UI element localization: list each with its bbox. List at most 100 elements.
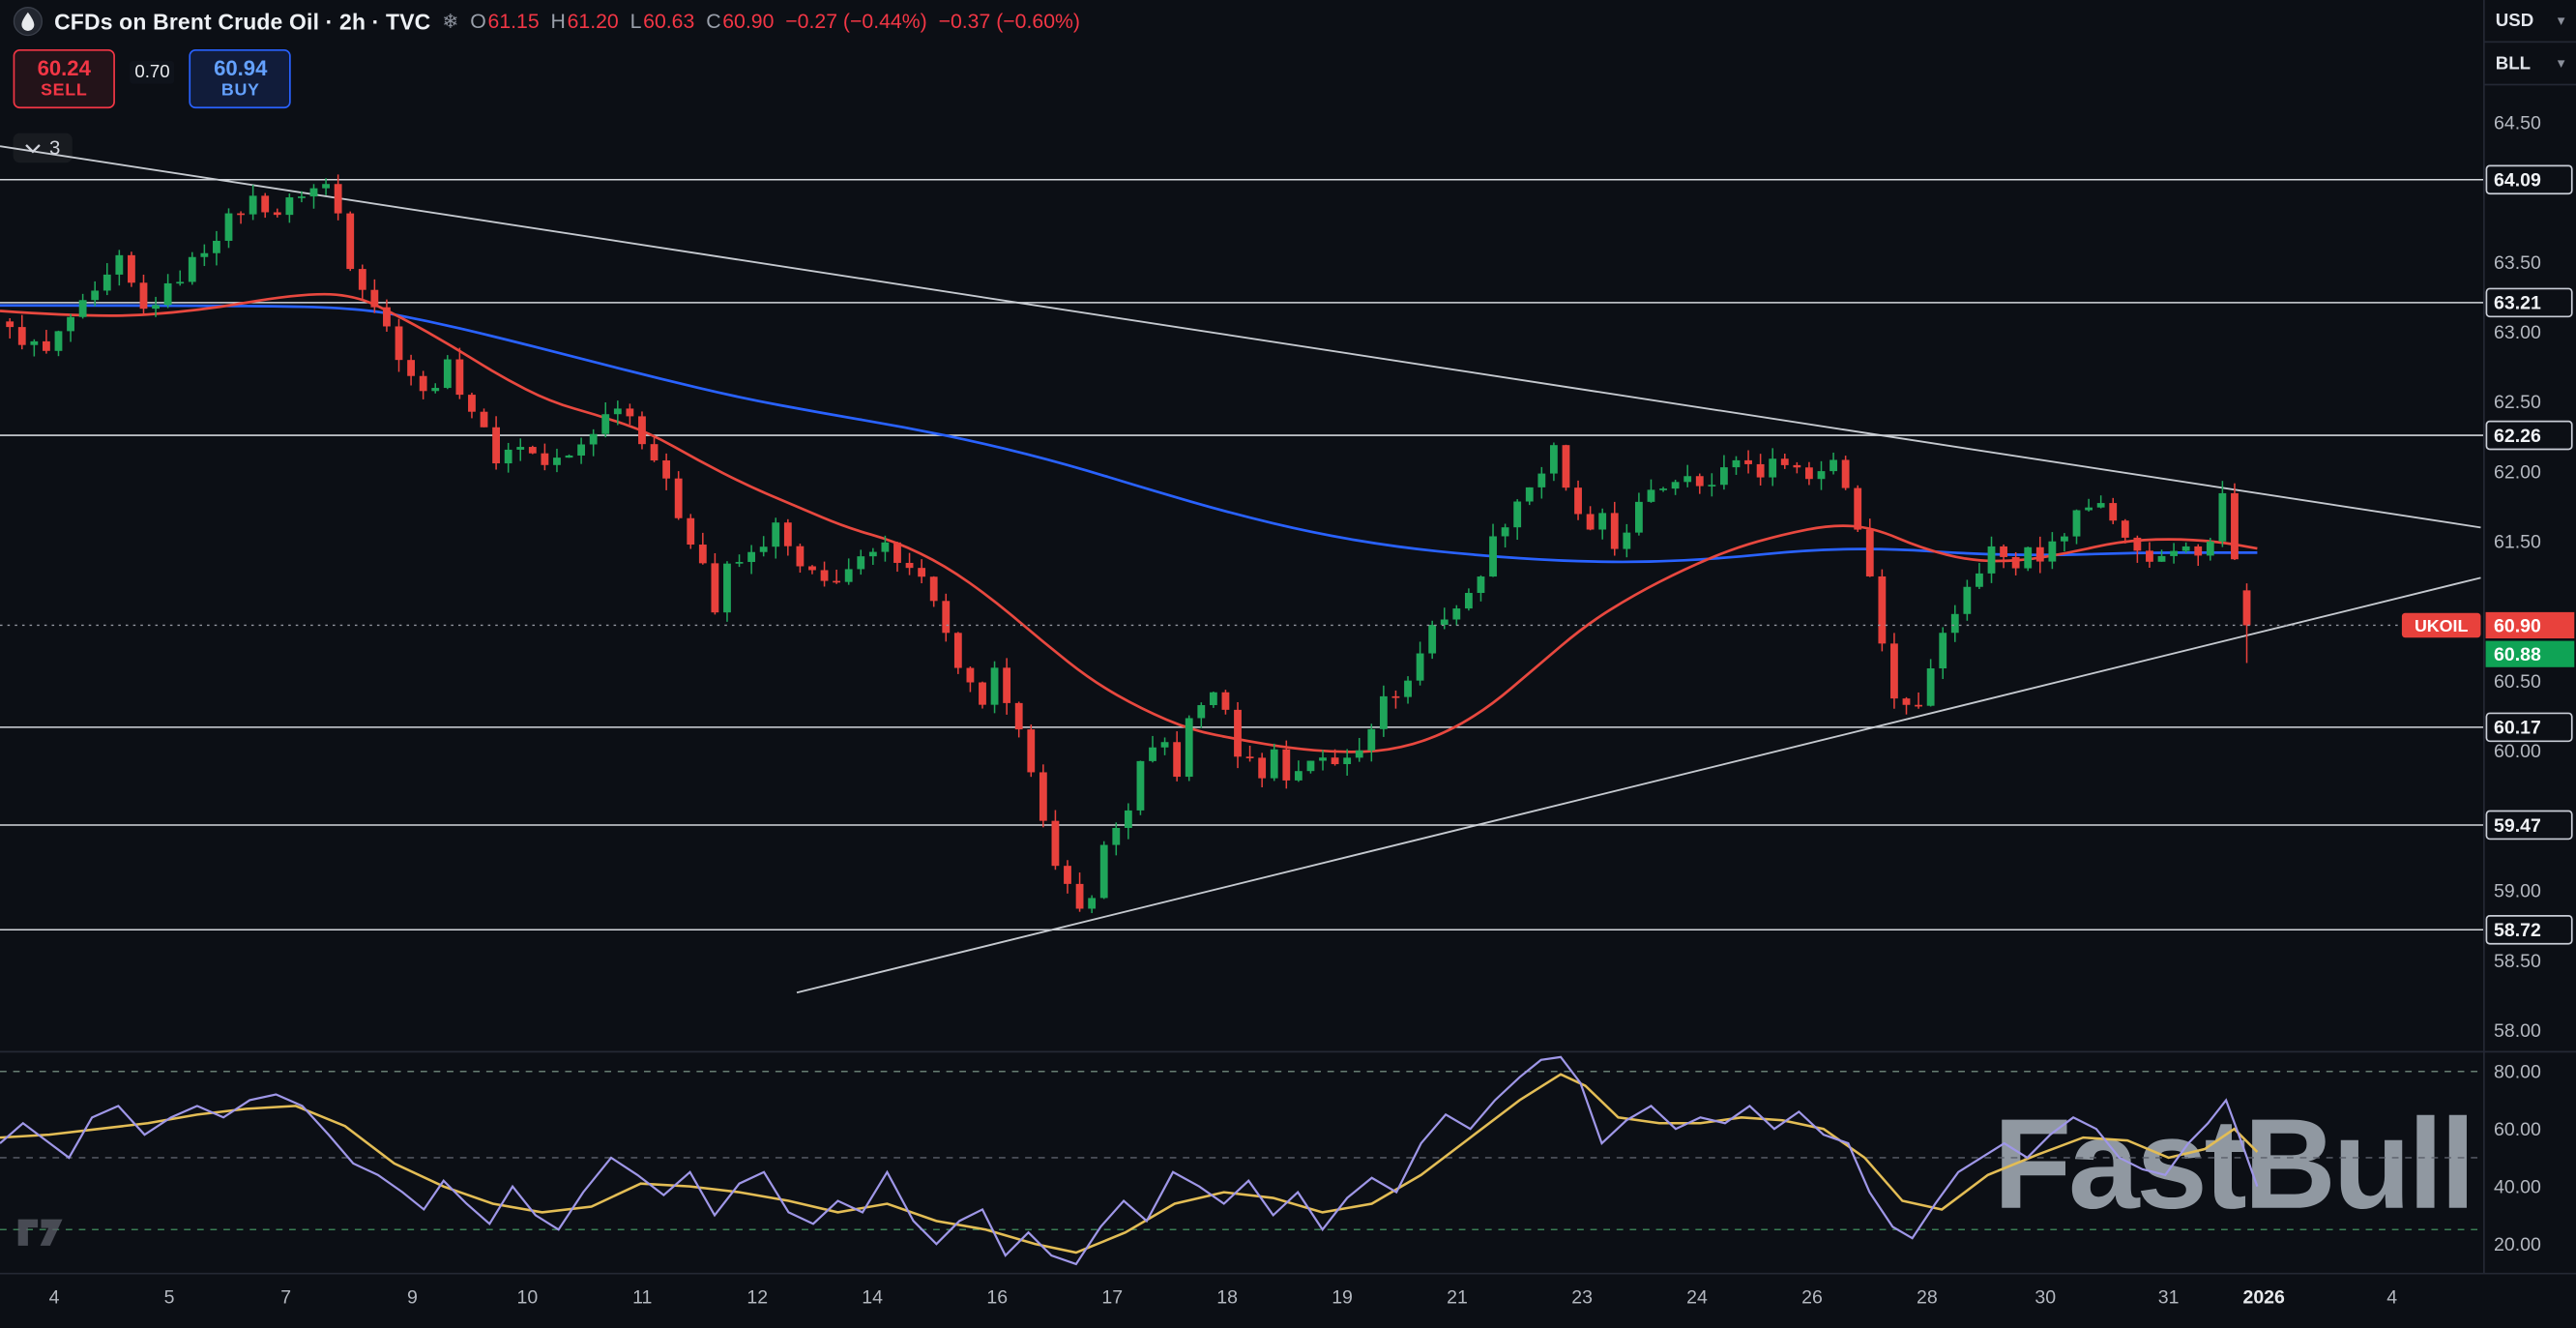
candle-body: [102, 274, 111, 291]
candle-body: [407, 360, 415, 376]
buy-button[interactable]: 60.94 BUY: [190, 48, 292, 109]
symbol-title[interactable]: CFDs on Brent Crude Oil · 2h · TVC: [54, 9, 431, 34]
indicators-collapse-chip[interactable]: 3: [13, 133, 73, 163]
candle-body: [698, 545, 707, 564]
candle-body: [1489, 536, 1497, 577]
candle-body: [213, 240, 220, 253]
candle-body: [1124, 810, 1132, 828]
candle-body: [1890, 643, 1898, 699]
candle-body: [1027, 729, 1036, 773]
price-axis[interactable]: 64.50 63.50 63.00 62.50 62.00 61.50 60.50 60.00…: [2485, 112, 2573, 1255]
candle-body: [2218, 492, 2227, 542]
candle-body: [1902, 698, 1911, 705]
candle-body: [6, 321, 15, 328]
panel-separators: [0, 0, 2576, 1275]
candle-body: [2011, 556, 2020, 569]
candle-body: [1464, 593, 1473, 609]
candle-body: [200, 252, 209, 257]
candle-body: [91, 290, 100, 301]
candle-body: [1088, 898, 1097, 909]
price-tick: 58.00: [2494, 1020, 2541, 1042]
candle-body: [723, 563, 731, 613]
time-tick: 23: [1571, 1286, 1593, 1308]
time-tick: 18: [1216, 1286, 1238, 1308]
candle-body: [358, 269, 366, 290]
low-label: L: [629, 10, 642, 33]
candle-body: [2133, 537, 2142, 551]
candle-body: [613, 408, 622, 415]
unit-selector[interactable]: BLL ▾: [2483, 43, 2576, 86]
candle-body: [662, 460, 671, 479]
candle-body: [1939, 633, 1947, 669]
candle-body: [2035, 546, 2044, 562]
candle-body: [67, 316, 74, 332]
candle-body: [1440, 619, 1449, 626]
candle-body: [747, 551, 756, 563]
candle-body: [2170, 550, 2178, 556]
candle-body: [1683, 476, 1692, 483]
trendline: [0, 145, 2481, 529]
candle-body: [1732, 459, 1741, 468]
candle-body: [626, 408, 634, 417]
candle-body: [979, 682, 986, 705]
symbol-tag: [2401, 612, 2481, 638]
candle-body: [1950, 613, 1959, 634]
candle-body: [54, 331, 63, 351]
candle-body: [273, 212, 281, 216]
open-value: 61.15: [487, 10, 540, 33]
snowflake-icon[interactable]: ❄: [442, 10, 459, 33]
candle-body: [565, 455, 573, 458]
candle-body: [309, 188, 318, 197]
candle-body: [383, 307, 391, 327]
candle-body: [674, 478, 683, 518]
candle-body: [1149, 747, 1156, 761]
candle-body: [2109, 503, 2118, 521]
candle-body: [2242, 590, 2251, 626]
candle-body: [1270, 749, 1278, 779]
tradingview-logo[interactable]: [16, 1216, 66, 1256]
level-label: 62.26: [2494, 426, 2541, 447]
candle-body: [139, 282, 148, 310]
candle-body: [261, 195, 270, 213]
candle-body: [650, 444, 659, 461]
sell-button[interactable]: 60.24 SELL: [13, 48, 115, 109]
currency-selector[interactable]: USD ▾: [2483, 0, 2576, 44]
candle-body: [346, 213, 355, 270]
candle-body: [1014, 702, 1023, 730]
high-value: 61.20: [567, 10, 619, 33]
candle-body: [1671, 482, 1680, 489]
candle-body: [1404, 680, 1412, 697]
oscillator-tick: 40.00: [2494, 1176, 2541, 1197]
candle-body: [1075, 883, 1084, 909]
candle-body: [953, 633, 962, 668]
change-percent-ext: −0.37 (−0.60%): [938, 10, 1080, 33]
oscillator-panel: [0, 1055, 2484, 1266]
candle-body: [1708, 485, 1716, 487]
svg-text:60.90: 60.90: [2494, 615, 2541, 636]
time-axis[interactable]: 4 5 7 9 10 11 12 14 16 17 18 19 21 23 24 26 28 30 31 2026 4: [49, 1286, 2398, 1308]
level-label-box: [2485, 164, 2573, 195]
price-tick: 58.50: [2494, 951, 2541, 972]
candle-body: [504, 449, 512, 464]
oil-drop-icon: [13, 6, 44, 37]
trendline: [796, 576, 2481, 994]
close-value: 60.90: [722, 10, 775, 33]
level-label-box: [2485, 712, 2573, 743]
sell-label: SELL: [41, 80, 88, 102]
current-price-line: UKOIL 60.90 60.88: [0, 611, 2575, 667]
candle-body: [772, 522, 780, 547]
candle-body: [1987, 546, 1996, 574]
oscillator-signal-line: [0, 1073, 2259, 1254]
time-tick: 30: [2034, 1286, 2056, 1308]
price-tick: 60.50: [2494, 671, 2541, 693]
caret-down-icon: ▾: [2558, 55, 2565, 72]
candle-body: [2121, 520, 2129, 538]
candle-body: [528, 447, 537, 454]
candle-body: [1525, 487, 1534, 502]
trade-panel: 60.24 SELL 0.70 60.94 BUY: [13, 48, 292, 109]
candle-body: [687, 517, 695, 546]
candle-body: [1039, 772, 1047, 821]
candle-body: [1695, 476, 1704, 487]
time-tick: 7: [280, 1286, 291, 1308]
